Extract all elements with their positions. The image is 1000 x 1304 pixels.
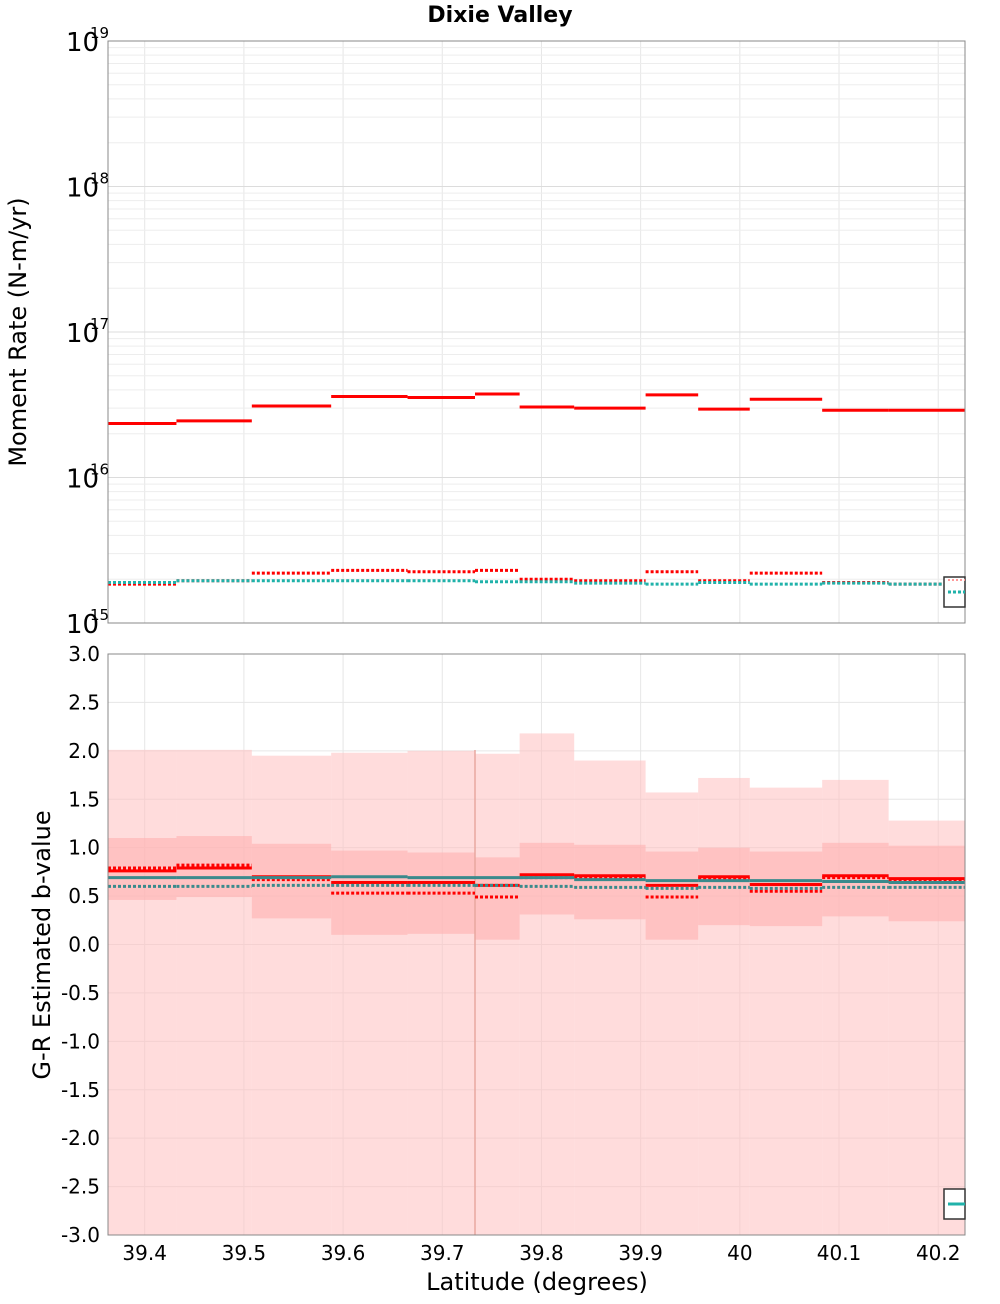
x-tick-label: 39.5 (222, 1241, 267, 1265)
top-y-axis-label: Moment Rate (N-m/yr) (4, 197, 32, 466)
x-tick-label: 40.1 (817, 1241, 862, 1265)
top-plot-frame (107, 40, 966, 624)
top-y-tick-exponent: 18 (90, 170, 109, 188)
bottom-band-rect (822, 842, 889, 917)
bottom-y-tick-label: -3.0 (61, 1223, 100, 1247)
bottom-series-group (108, 863, 965, 899)
chart-title: Dixie Valley (427, 3, 572, 28)
top-y-tick-exponent: 16 (90, 461, 109, 479)
bottom-y-tick-label: -2.0 (61, 1126, 100, 1150)
x-tick-label: 39.7 (420, 1241, 465, 1265)
x-tick-label: 39.4 (122, 1241, 167, 1265)
x-tick-label: 39.6 (321, 1241, 366, 1265)
x-tick-label: 39.9 (618, 1241, 663, 1265)
top-y-tick-exponent: 19 (90, 24, 109, 42)
bottom-y-axis-label: G-R Estimated b-value (28, 810, 56, 1079)
top-y-tick-base: 10 (66, 610, 99, 640)
bottom-y-tick-label: 0.0 (68, 933, 100, 957)
b-value-panel: -3.0 -2.5 -2.0 -1.5 -1.0 -0.5 0.0 0.5 1.0 1.5 2.0 2… (28, 642, 966, 1296)
top-series-group (108, 392, 965, 586)
bottom-y-tick-label: 3.0 (68, 642, 100, 666)
bottom-band-rect (574, 844, 646, 920)
bottom-plot-frame (107, 653, 966, 1236)
top-y-tick-exponent: 15 (90, 606, 109, 624)
bottom-band-rect (519, 733, 575, 1235)
top-legend (943, 576, 966, 608)
bottom-y-tick-label: 2.5 (68, 690, 100, 714)
bottom-band-rect (698, 777, 750, 1235)
bottom-y-ticks: -3.0 -2.5 -2.0 -1.5 -1.0 -0.5 0.0 0.5 1.0 1.5 2.0 2… (61, 642, 100, 1247)
bottom-y-tick-label: 1.0 (68, 836, 100, 860)
bottom-y-tick-label: 0.5 (68, 884, 100, 908)
bottom-band-rect (475, 753, 520, 1235)
x-tick-label: 39.8 (519, 1241, 564, 1265)
top-y-tick-base: 10 (66, 319, 99, 349)
bottom-band-rect (251, 755, 332, 1235)
bottom-y-tick-label: -1.0 (61, 1029, 100, 1053)
bottom-y-tick-label: 1.5 (68, 787, 100, 811)
top-y-tick-exponent: 17 (90, 315, 109, 333)
x-tick-label: 40 (727, 1241, 752, 1265)
bottom-bands-group (108, 733, 965, 1235)
bottom-y-tick-label: -1.5 (61, 1078, 100, 1102)
bottom-y-tick-label: 2.0 (68, 739, 100, 763)
top-y-tick-base: 10 (66, 28, 99, 58)
top-y-tick-base: 10 (66, 465, 99, 495)
bottom-band-rect (407, 750, 476, 1235)
top-y-tick-base: 10 (66, 174, 99, 204)
x-tick-label: 40.2 (916, 1241, 961, 1265)
bottom-y-tick-label: -0.5 (61, 981, 100, 1005)
x-axis-label: Latitude (degrees) (426, 1268, 648, 1296)
bottom-legend (943, 1188, 966, 1220)
bottom-band-rect (331, 752, 408, 1235)
bottom-x-ticks: 39.4 39.5 39.6 39.7 39.8 39.9 40 40.1 40.2 (122, 1241, 960, 1265)
bottom-band-rect (176, 749, 252, 1235)
bottom-y-tick-label: -2.5 (61, 1175, 100, 1199)
bottom-band-rect (574, 760, 646, 1235)
bottom-band-rect (108, 749, 177, 1235)
